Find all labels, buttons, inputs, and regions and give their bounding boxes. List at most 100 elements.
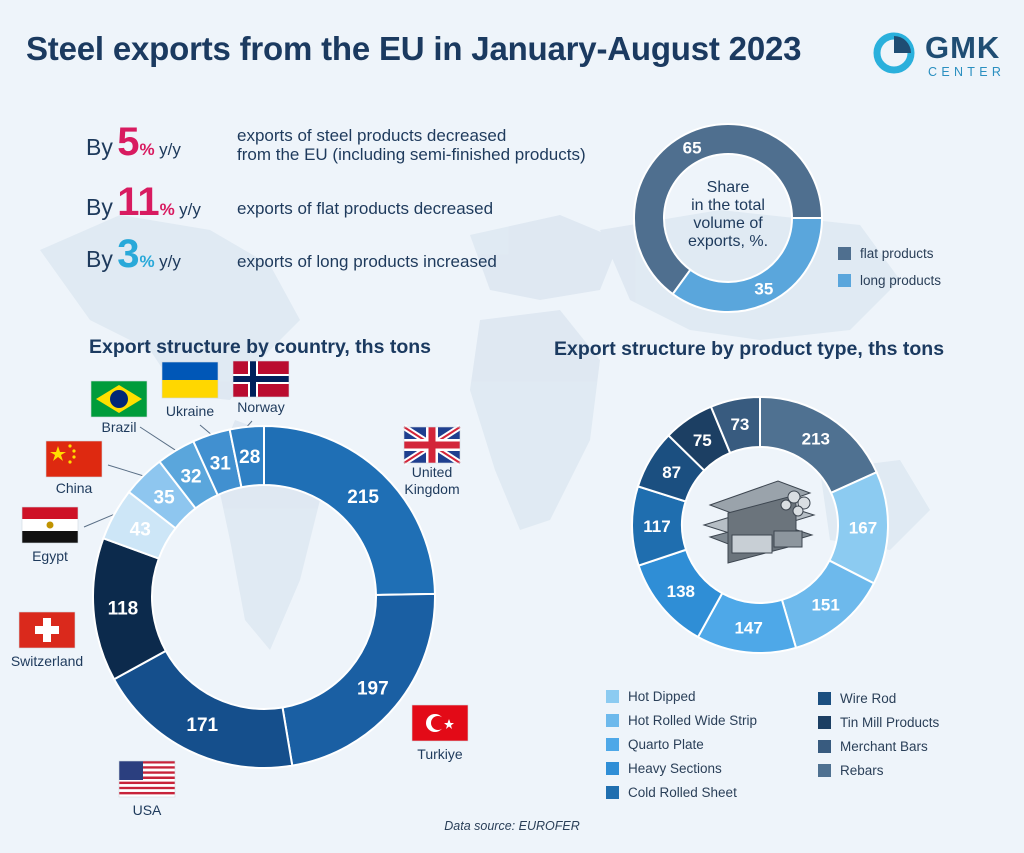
highlight-suffix: y/y xyxy=(159,252,181,271)
slice-value-label: 32 xyxy=(180,467,201,488)
slice-value-label: 75 xyxy=(693,431,712,450)
legend-label: Rebars xyxy=(840,762,884,778)
slice-value-label: 73 xyxy=(730,415,749,434)
slice-value-label: 28 xyxy=(239,447,260,468)
country-label: United Kingdom xyxy=(404,464,459,497)
ukraine-flag-icon xyxy=(161,361,219,399)
slice-value-label: 197 xyxy=(357,678,389,699)
highlight-by: By xyxy=(86,194,113,220)
country-label: China xyxy=(56,480,93,496)
highlight-row: By 11% y/y xyxy=(86,180,201,225)
product-legend-left: Hot Dipped Hot Rolled Wide Strip Quarto … xyxy=(606,684,757,804)
logo-subtitle: CENTER xyxy=(928,65,1006,79)
highlight-by: By xyxy=(86,246,113,272)
slice-flat-products xyxy=(633,123,824,296)
legend-label: Merchant Bars xyxy=(840,738,928,754)
highlight-suffix: y/y xyxy=(179,200,201,219)
slice-value-label: 151 xyxy=(811,595,839,614)
slice-usa xyxy=(112,649,294,769)
legend-swatch xyxy=(838,273,851,287)
slice-value-label: 35 xyxy=(154,488,176,509)
highlight-value: 11 xyxy=(117,180,160,224)
legend-swatch xyxy=(606,689,619,703)
egypt-flag-icon xyxy=(21,506,79,544)
legend-swatch xyxy=(818,715,831,729)
turkiye-flag-icon xyxy=(411,704,469,742)
slice-value-label: 147 xyxy=(734,618,762,637)
share-donut-chart: 65 35 Share in the total volume of exports, … xyxy=(633,123,824,313)
legend-item: Rebars xyxy=(818,758,939,782)
product-chart-title: Export structure by product type, ths to… xyxy=(554,338,945,360)
legend-item: Heavy Sections xyxy=(606,756,757,780)
legend-swatch xyxy=(818,739,831,753)
legend-label: Hot Dipped xyxy=(628,688,696,704)
product-donut-chart: 213 167 151 147 138 117 87 75 73 xyxy=(631,395,889,654)
country-chart-title: Export structure by country, ths tons xyxy=(89,336,432,358)
highlight-suffix: y/y xyxy=(159,140,181,159)
legend-swatch xyxy=(818,691,831,705)
slice-norway xyxy=(228,424,265,489)
legend-item: Wire Rod xyxy=(818,686,939,710)
legend-swatch xyxy=(606,713,619,727)
slice-value-label: 215 xyxy=(347,487,379,508)
page-title: Steel exports from the EU in January-Aug… xyxy=(26,30,802,67)
slice-value-label: 43 xyxy=(130,519,151,540)
highlight-text: exports of long products increased xyxy=(237,252,497,271)
switzerland-flag-icon xyxy=(18,611,76,649)
leader-line xyxy=(107,464,144,477)
logo-name: GMK xyxy=(925,30,1001,65)
highlight-row: By 5% y/y xyxy=(86,120,181,165)
data-source: Data source: EUROFER xyxy=(444,819,580,833)
legend-item: flat products xyxy=(838,241,941,265)
legend-label: Wire Rod xyxy=(840,690,897,706)
slice-united-kingdom xyxy=(263,424,436,596)
legend-item: Quarto Plate xyxy=(606,732,757,756)
uk-flag-icon xyxy=(402,424,462,466)
slice-value-label: 167 xyxy=(849,519,877,538)
legend-label: flat products xyxy=(860,245,934,261)
country-label: USA xyxy=(133,802,162,818)
legend-swatch xyxy=(818,763,831,777)
slice-value-label: 118 xyxy=(108,599,139,620)
share-chart-title: Share in the total volume of exports, %. xyxy=(688,179,768,250)
legend-item: Merchant Bars xyxy=(818,734,939,758)
legend-item: Cold Rolled Sheet xyxy=(606,780,757,804)
highlight-text: exports of flat products decreased xyxy=(237,199,494,218)
slice-long-products xyxy=(671,217,824,313)
country-label: Brazil xyxy=(101,419,136,435)
steel-products-image xyxy=(702,480,816,564)
leader-line xyxy=(199,424,212,435)
highlight-unit: % xyxy=(139,140,155,159)
highlight-unit: % xyxy=(159,200,175,219)
slice-value-label: 87 xyxy=(662,463,681,482)
norway-flag-icon xyxy=(232,360,290,398)
legend-item: Hot Rolled Wide Strip xyxy=(606,708,757,732)
usa-flag-icon xyxy=(118,760,176,798)
legend-swatch xyxy=(838,246,851,260)
leader-line xyxy=(83,513,115,528)
legend-label: Tin Mill Products xyxy=(840,714,940,730)
legend-label: Hot Rolled Wide Strip xyxy=(628,712,758,728)
legend-label: Cold Rolled Sheet xyxy=(628,784,737,800)
slice-value-label: 31 xyxy=(210,453,232,474)
legend-label: Heavy Sections xyxy=(628,760,722,776)
highlight-by: By xyxy=(86,134,113,160)
legend-item: Tin Mill Products xyxy=(818,710,939,734)
china-flag-icon xyxy=(45,440,103,478)
legend-label: long products xyxy=(860,272,942,288)
highlight-text: exports of steel products decreased from… xyxy=(237,126,586,164)
logo: GMK CENTER xyxy=(873,30,1013,80)
legend-item: Hot Dipped xyxy=(606,684,757,708)
country-label: Egypt xyxy=(32,548,68,564)
slice-value-label: 65 xyxy=(683,139,702,158)
gmk-logo-icon xyxy=(873,32,915,74)
slice-value-label: 138 xyxy=(667,582,695,601)
highlight-value: 3 xyxy=(117,232,140,276)
legend-item: long products xyxy=(838,268,941,292)
brazil-flag-icon xyxy=(90,380,148,418)
slice-value-label: 117 xyxy=(643,517,670,536)
country-label: Turkiye xyxy=(417,746,463,762)
country-label: Norway xyxy=(237,399,284,415)
slice-value-label: 213 xyxy=(802,430,830,449)
